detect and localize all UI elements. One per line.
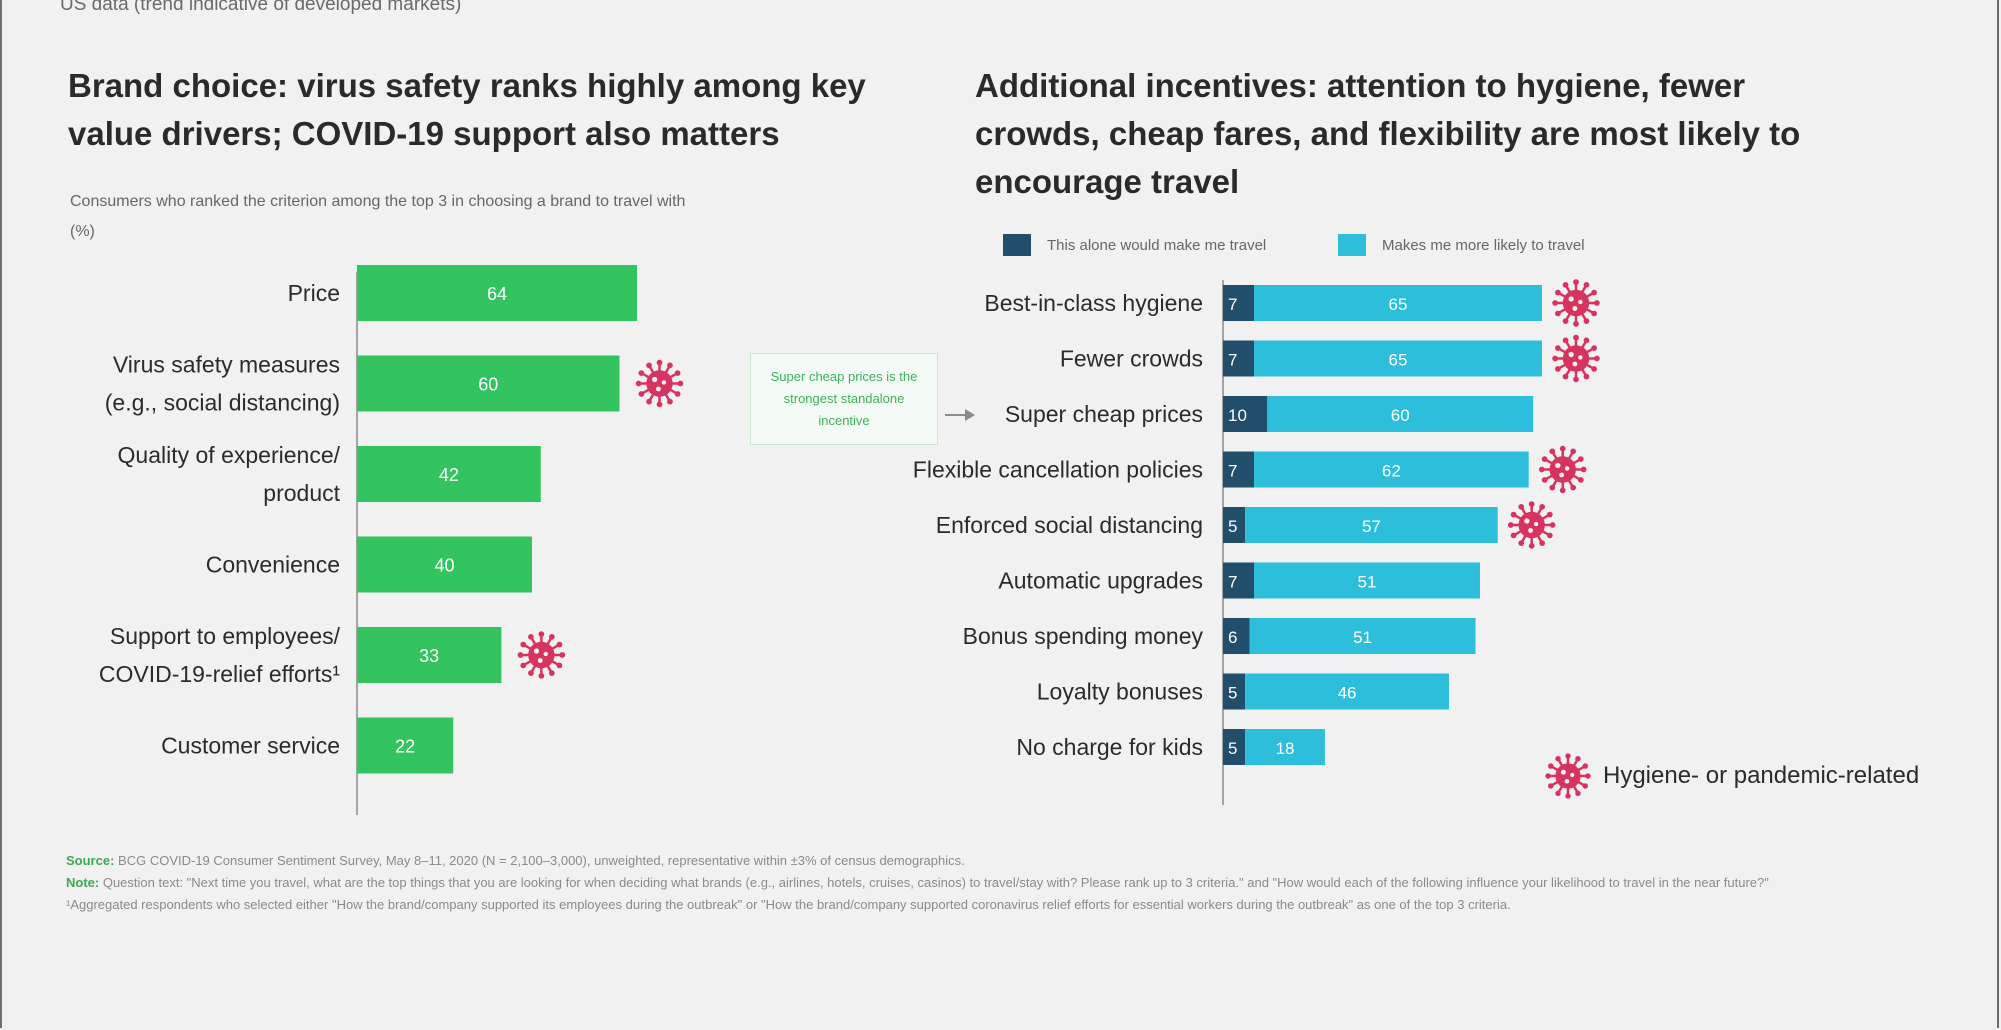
virus-icon <box>1538 445 1587 494</box>
virus-icon <box>1545 753 1591 799</box>
category-label: product <box>263 480 340 506</box>
category-label: Convenience <box>206 552 340 578</box>
category-label: Price <box>288 280 340 306</box>
bar-more-likely <box>1267 396 1534 432</box>
bar-value-label: 7 <box>1228 351 1237 370</box>
bar <box>357 355 620 412</box>
context-note: US data (trend indicative of developed m… <box>60 0 462 15</box>
bar-value-label: 65 <box>1389 295 1408 314</box>
bar-value-label: 7 <box>1228 462 1237 481</box>
left-chart-title: Brand choice: virus safety ranks highly … <box>68 67 866 152</box>
virus-icon <box>517 631 566 679</box>
legend-label-standalone: This alone would make me travel <box>1047 236 1267 254</box>
legend-swatch-standalone <box>1003 234 1031 256</box>
bar <box>357 265 637 321</box>
hygiene-legend: Hygiene- or pandemic-related <box>1545 753 1919 799</box>
category-label: Flexible cancellation policies <box>913 457 1203 483</box>
note-line: Note: Question text: "Next time you trav… <box>66 875 1769 890</box>
virus-icon <box>1545 753 1591 799</box>
bar-standalone <box>1223 451 1255 488</box>
virus-icon <box>635 359 684 408</box>
bar-standalone <box>1223 285 1255 321</box>
bar-value-label: 60 <box>1391 406 1410 425</box>
bar-value-label: 64 <box>487 284 507 304</box>
callout-arrowhead <box>965 409 975 421</box>
category-label: (e.g., social distancing) <box>105 390 340 416</box>
bar-more-likely <box>1254 340 1542 377</box>
bar-more-likely <box>1245 673 1449 710</box>
category-label: Customer service <box>161 733 340 759</box>
category-label: Support to employees/ <box>110 623 341 649</box>
virus-icon <box>1552 279 1600 327</box>
legend-item-more-likely: Makes me more likely to travel <box>1338 234 1585 256</box>
bar-value-label: 33 <box>419 646 439 666</box>
category-label: COVID-19-relief efforts¹ <box>99 661 340 687</box>
bar-standalone <box>1223 673 1246 710</box>
bar-value-label: 7 <box>1228 573 1237 592</box>
bar-value-label: 62 <box>1382 462 1401 481</box>
bar-more-likely <box>1245 507 1498 543</box>
bar-value-label: 5 <box>1228 517 1237 536</box>
legend-item-standalone: This alone would make me travel <box>1003 234 1266 256</box>
virus-icon <box>1552 334 1600 383</box>
category-label: Automatic upgrades <box>998 568 1203 594</box>
category-label: Best-in-class hygiene <box>984 290 1203 316</box>
bar-value-label: 5 <box>1228 684 1237 703</box>
bar-more-likely <box>1254 285 1542 321</box>
bar-standalone <box>1223 729 1246 765</box>
footnotes: Source: BCG COVID-19 Consumer Sentiment … <box>66 850 1946 916</box>
left-chart-subtitle: Consumers who ranked the criterion among… <box>70 193 686 240</box>
category-label: Enforced social distancing <box>936 512 1203 538</box>
bar-standalone <box>1223 618 1250 654</box>
bar-value-label: 7 <box>1228 295 1237 314</box>
category-label: Super cheap prices <box>1005 401 1203 427</box>
bar-standalone <box>1223 507 1246 543</box>
right-chart-title: Additional incentives: attention to hygi… <box>975 67 1801 200</box>
bar-value-label: 51 <box>1358 573 1377 592</box>
virus-icon <box>1507 501 1556 549</box>
bar-value-label: 46 <box>1338 684 1357 703</box>
legend-label-more-likely: Makes me more likely to travel <box>1382 236 1585 254</box>
bar-value-label: 57 <box>1362 517 1381 536</box>
bar-value-label: 65 <box>1389 351 1408 370</box>
bar-more-likely <box>1254 451 1529 488</box>
bar-more-likely <box>1245 729 1325 765</box>
bar-value-label: 18 <box>1276 739 1295 758</box>
bar-value-label: 6 <box>1228 628 1237 647</box>
left-bar-chart: 64 Price 60 Virus safety measures (e.g., soc… <box>99 265 684 815</box>
bar-value-label: 51 <box>1353 628 1372 647</box>
bar-more-likely <box>1254 562 1480 599</box>
bar <box>357 627 502 683</box>
category-label: Fewer crowds <box>1060 346 1203 372</box>
category-label: Quality of experience/ <box>118 442 341 468</box>
hygiene-legend-label: Hygiene- or pandemic-related <box>1603 762 1920 789</box>
category-label: Loyalty bonuses <box>1037 679 1203 705</box>
bar-value-label: 22 <box>395 737 415 757</box>
bar-value-label: 10 <box>1228 406 1247 425</box>
legend-swatch-more-likely <box>1338 234 1366 256</box>
bar-value-label: 42 <box>439 465 459 485</box>
bar <box>357 446 541 502</box>
bar-value-label: 5 <box>1228 739 1237 758</box>
footnote-1: ¹Aggregated respondents who selected eit… <box>66 897 1511 912</box>
bar-standalone <box>1223 340 1255 377</box>
callout-arrow <box>945 414 973 416</box>
callout-box: Super cheap prices is the strongest stan… <box>750 353 938 445</box>
bar <box>357 536 532 593</box>
bar-value-label: 60 <box>478 375 498 395</box>
bar-standalone <box>1223 562 1255 599</box>
category-label: Virus safety measures <box>113 352 340 378</box>
bar-value-label: 40 <box>434 556 454 576</box>
bar-more-likely <box>1249 618 1476 654</box>
category-label: Bonus spending money <box>963 623 1204 649</box>
category-label: No charge for kids <box>1016 734 1203 760</box>
source-line: Source: BCG COVID-19 Consumer Sentiment … <box>66 853 965 868</box>
bar <box>357 717 454 774</box>
bar-standalone <box>1223 396 1268 432</box>
